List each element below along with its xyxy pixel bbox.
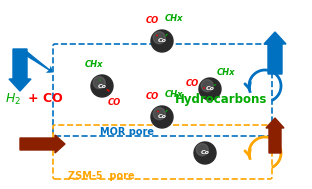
Text: MOR pore: MOR pore bbox=[100, 127, 154, 137]
Text: + CO: + CO bbox=[28, 92, 63, 105]
Circle shape bbox=[153, 32, 165, 44]
Text: Hydrocarbons: Hydrocarbons bbox=[175, 92, 267, 105]
FancyArrow shape bbox=[266, 118, 284, 153]
Text: CO: CO bbox=[145, 92, 158, 101]
Circle shape bbox=[153, 108, 165, 120]
Text: CO: CO bbox=[185, 78, 199, 88]
Circle shape bbox=[91, 75, 113, 97]
Circle shape bbox=[201, 80, 213, 92]
Text: Co: Co bbox=[206, 87, 214, 91]
Text: CHx: CHx bbox=[217, 68, 235, 77]
Text: Co: Co bbox=[158, 39, 166, 43]
Circle shape bbox=[151, 106, 173, 128]
FancyArrow shape bbox=[20, 135, 65, 153]
Circle shape bbox=[194, 142, 216, 164]
Circle shape bbox=[93, 77, 105, 89]
Text: $H_2$: $H_2$ bbox=[5, 91, 21, 107]
Text: CHx: CHx bbox=[165, 90, 183, 99]
FancyArrow shape bbox=[264, 32, 286, 74]
Text: CHx: CHx bbox=[85, 60, 103, 69]
Text: Co: Co bbox=[158, 115, 166, 119]
Text: CHx: CHx bbox=[165, 14, 183, 23]
Circle shape bbox=[151, 30, 173, 52]
Text: CO: CO bbox=[107, 98, 121, 107]
Circle shape bbox=[196, 144, 208, 156]
Text: ZSM-5  pore: ZSM-5 pore bbox=[68, 171, 134, 181]
FancyArrow shape bbox=[9, 49, 31, 91]
Circle shape bbox=[199, 78, 221, 100]
Text: Co: Co bbox=[201, 150, 209, 156]
Text: CO: CO bbox=[145, 16, 158, 25]
Text: Co: Co bbox=[98, 84, 106, 88]
